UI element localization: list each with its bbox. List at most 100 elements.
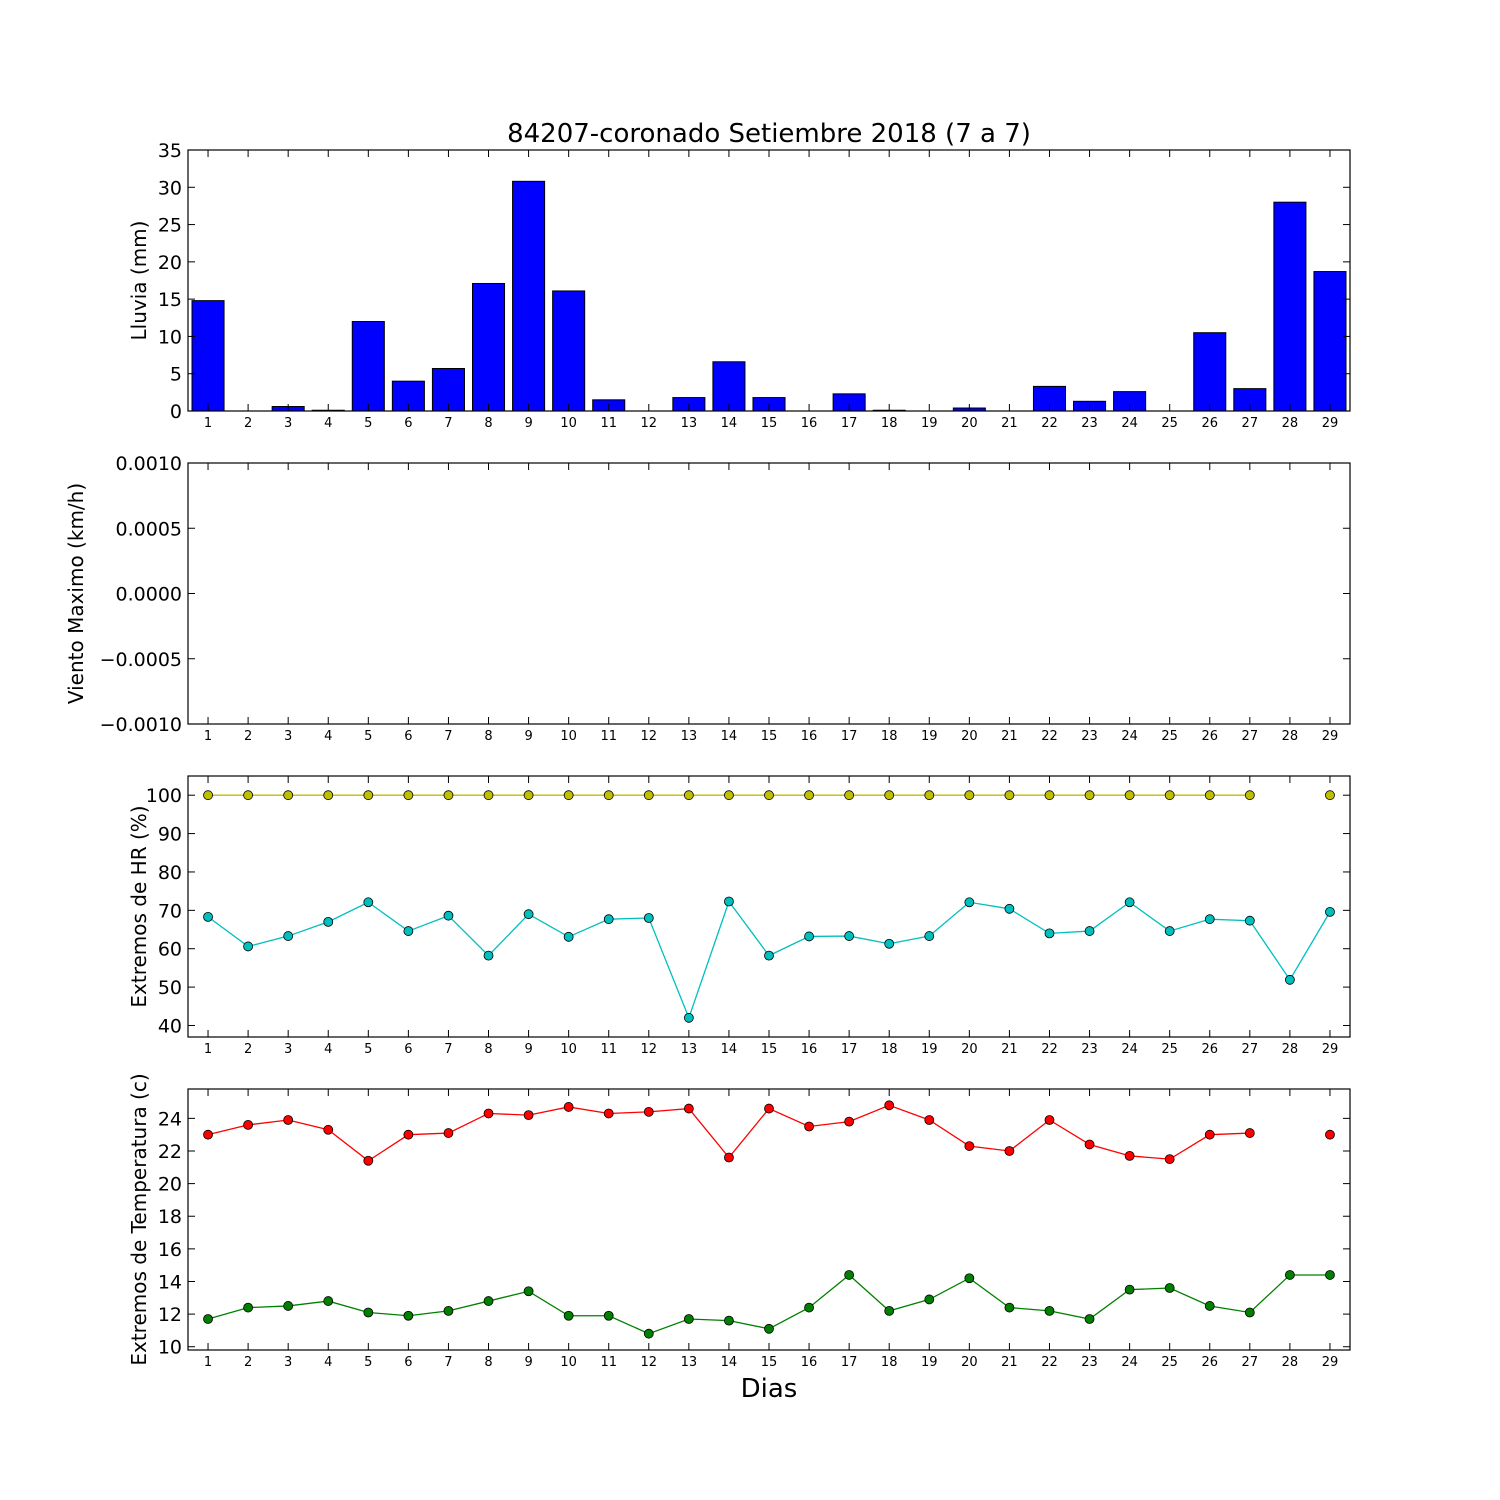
x-tick-label: 7 (444, 416, 452, 431)
x-tick-label: 23 (1081, 1355, 1098, 1370)
y-tick-label: 100 (146, 785, 182, 807)
x-tick-label: 20 (961, 1355, 978, 1370)
x-tick-label: 7 (444, 1042, 452, 1057)
y-axis-label: Extremos de Temperatura (c) (127, 1073, 151, 1365)
series-1-point-day-1 (203, 790, 213, 801)
x-tick-label: 6 (404, 729, 412, 744)
series-1-point-day-21 (1004, 790, 1015, 801)
series-1-point-day-22 (1044, 1115, 1055, 1125)
x-tick-label: 10 (560, 1042, 577, 1057)
x-tick-label: 14 (721, 416, 738, 431)
y-tick-label: −0.0005 (100, 649, 182, 671)
x-tick-label: 13 (681, 1355, 698, 1370)
series-1-point-day-12 (643, 1106, 654, 1117)
series-1-point-day-4 (323, 1124, 334, 1135)
series-2-point-day-25 (1164, 926, 1175, 936)
x-tick-label: 21 (1001, 416, 1018, 431)
panel-frame (187, 462, 1351, 725)
x-tick-label: 13 (681, 729, 698, 744)
series-1-point-day-16 (804, 790, 814, 801)
x-tick-label: 7 (444, 1355, 452, 1370)
series-1-point-day-19 (924, 1115, 935, 1125)
x-tick-label: 10 (560, 416, 577, 431)
series-1-point-day-6 (403, 1129, 414, 1140)
x-tick-label: 8 (484, 1355, 492, 1370)
series-2-point-day-27 (1244, 915, 1255, 926)
x-tick-label: 12 (641, 1355, 658, 1370)
x-tick-label: 24 (1121, 1042, 1138, 1057)
y-tick-label: 0 (170, 401, 182, 423)
y-tick-label: 12 (158, 1304, 182, 1326)
series-1-point-day-26 (1204, 790, 1215, 801)
x-tick-label: 28 (1282, 1355, 1299, 1370)
series-1-point-day-5 (363, 1155, 374, 1166)
x-tick-label: 18 (881, 1355, 898, 1370)
series-2-point-day-14 (724, 896, 734, 907)
series-1-point-day-17 (844, 790, 855, 801)
series-2-point-day-5 (363, 1307, 374, 1318)
series-2-point-day-1 (203, 1314, 213, 1324)
x-tick-label: 22 (1041, 1355, 1058, 1370)
x-tick-label: 4 (324, 1355, 332, 1370)
series-2-point-day-11 (603, 914, 614, 925)
series-2-point-day-12 (643, 913, 654, 923)
x-tick-label: 4 (324, 729, 332, 744)
series-1-point-day-17 (844, 1116, 855, 1127)
x-tick-label: 8 (484, 729, 492, 744)
x-tick-label: 12 (641, 729, 658, 744)
series-1-point-day-10 (563, 1102, 574, 1112)
x-tick-label: 28 (1282, 729, 1299, 744)
bar-day-7 (431, 367, 465, 412)
series-1-point-day-18 (884, 790, 895, 801)
x-tick-label: 27 (1242, 1355, 1259, 1370)
series-1-point-day-23 (1084, 1139, 1095, 1150)
x-tick-label: 20 (961, 416, 978, 431)
y-tick-label: 90 (158, 824, 182, 846)
series-1-point-day-12 (643, 790, 654, 801)
series-2-point-day-4 (323, 1296, 334, 1306)
x-tick-label: 18 (881, 1042, 898, 1057)
y-tick-label: 0.0005 (116, 518, 182, 540)
x-tick-label: 28 (1282, 416, 1299, 431)
series-1-point-day-27 (1244, 1128, 1255, 1138)
y-tick-label: 15 (158, 289, 182, 311)
series-1-point-day-13 (683, 1103, 694, 1114)
series-1-point-day-18 (884, 1100, 895, 1111)
series-1-point-day-24 (1124, 790, 1135, 801)
y-tick-label: 20 (158, 1174, 182, 1196)
series-1-point-day-7 (443, 1128, 454, 1138)
x-tick-label: 11 (600, 416, 617, 431)
y-tick-label: −0.0010 (100, 714, 182, 736)
x-tick-label: 2 (244, 1042, 252, 1057)
x-tick-label: 14 (721, 729, 738, 744)
series-1-point-day-11 (603, 1108, 614, 1119)
x-tick-label: 7 (444, 729, 452, 744)
x-tick-label: 18 (881, 416, 898, 431)
series-2-point-day-29 (1325, 1270, 1335, 1280)
chart-title: 84207-coronado Setiembre 2018 (7 a 7) (507, 119, 1031, 149)
x-tick-label: 21 (1001, 1042, 1018, 1057)
x-tick-label: 26 (1201, 416, 1218, 431)
x-tick-label: 2 (244, 416, 252, 431)
x-tick-label: 8 (484, 1042, 492, 1057)
series-1-point-day-21 (1004, 1146, 1015, 1156)
x-tick-label: 29 (1322, 729, 1339, 744)
series-1-point-day-2 (243, 1119, 254, 1130)
x-tick-label: 3 (284, 1355, 292, 1370)
x-tick-label: 26 (1201, 1042, 1218, 1057)
series-1-point-day-10 (563, 790, 574, 801)
series-2-point-day-19 (924, 1294, 935, 1305)
series-2-point-day-8 (483, 1296, 494, 1306)
y-tick-label: 18 (158, 1206, 182, 1228)
y-tick-label: 10 (158, 326, 182, 348)
bar-day-14 (712, 361, 746, 412)
x-tick-label: 1 (204, 1355, 212, 1370)
series-2-point-day-13 (683, 1314, 694, 1324)
x-tick-label: 26 (1201, 1355, 1218, 1370)
x-tick-label: 9 (524, 1355, 532, 1370)
series-1-point-day-6 (403, 790, 414, 801)
